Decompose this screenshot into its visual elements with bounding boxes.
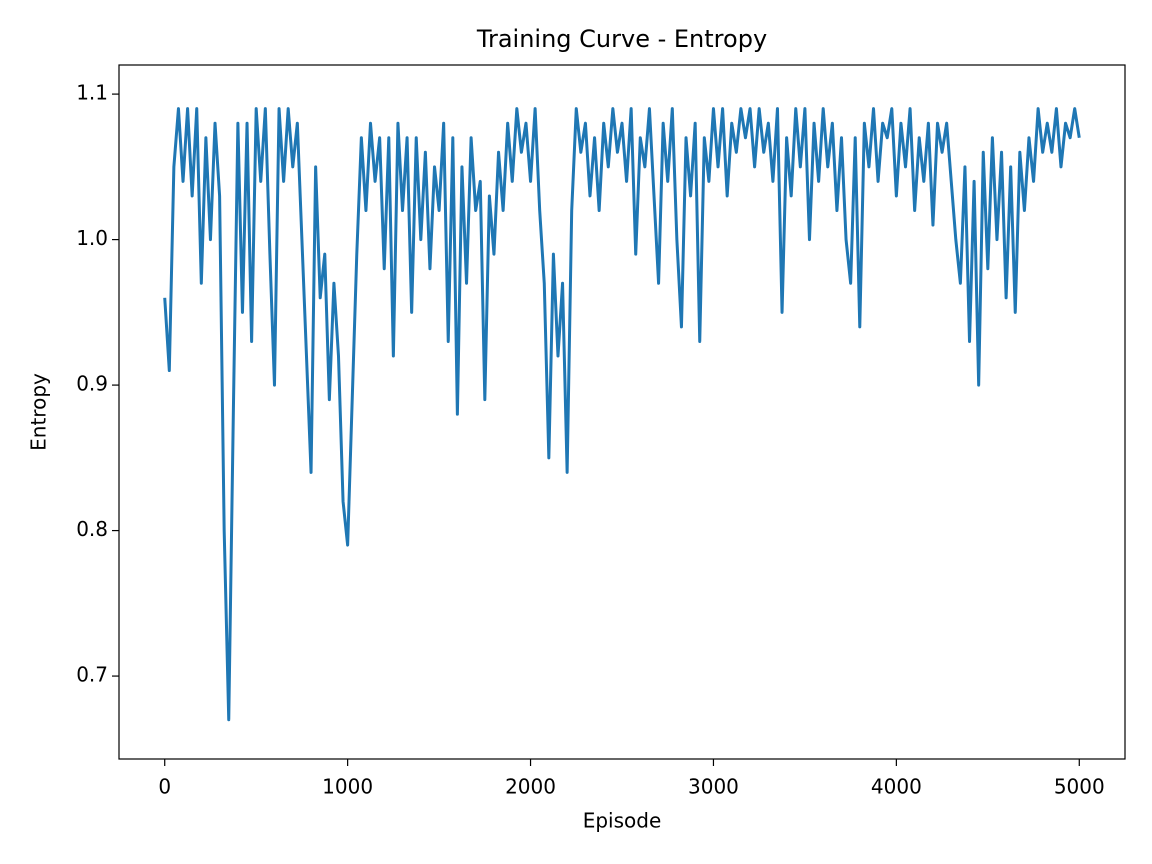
- x-tick-label: 1000: [322, 775, 373, 799]
- x-tick-label: 2000: [505, 775, 556, 799]
- x-tick-label: 3000: [688, 775, 739, 799]
- plot-frame: [118, 64, 1126, 760]
- y-tick-label: 0.9: [76, 372, 108, 396]
- y-tick-label: 0.8: [76, 517, 108, 541]
- x-tick-label: 0: [158, 775, 171, 799]
- x-tick-label: 5000: [1054, 775, 1105, 799]
- x-axis-label: Episode: [583, 809, 662, 833]
- y-tick-label: 1.1: [76, 81, 108, 105]
- data-line: [163, 107, 1081, 722]
- y-axis-label: Entropy: [27, 373, 51, 451]
- y-tick-label: 0.7: [76, 663, 108, 687]
- chart-title: Training Curve - Entropy: [476, 25, 767, 53]
- y-tick-label: 1.0: [76, 226, 108, 250]
- x-tick-label: 4000: [871, 775, 922, 799]
